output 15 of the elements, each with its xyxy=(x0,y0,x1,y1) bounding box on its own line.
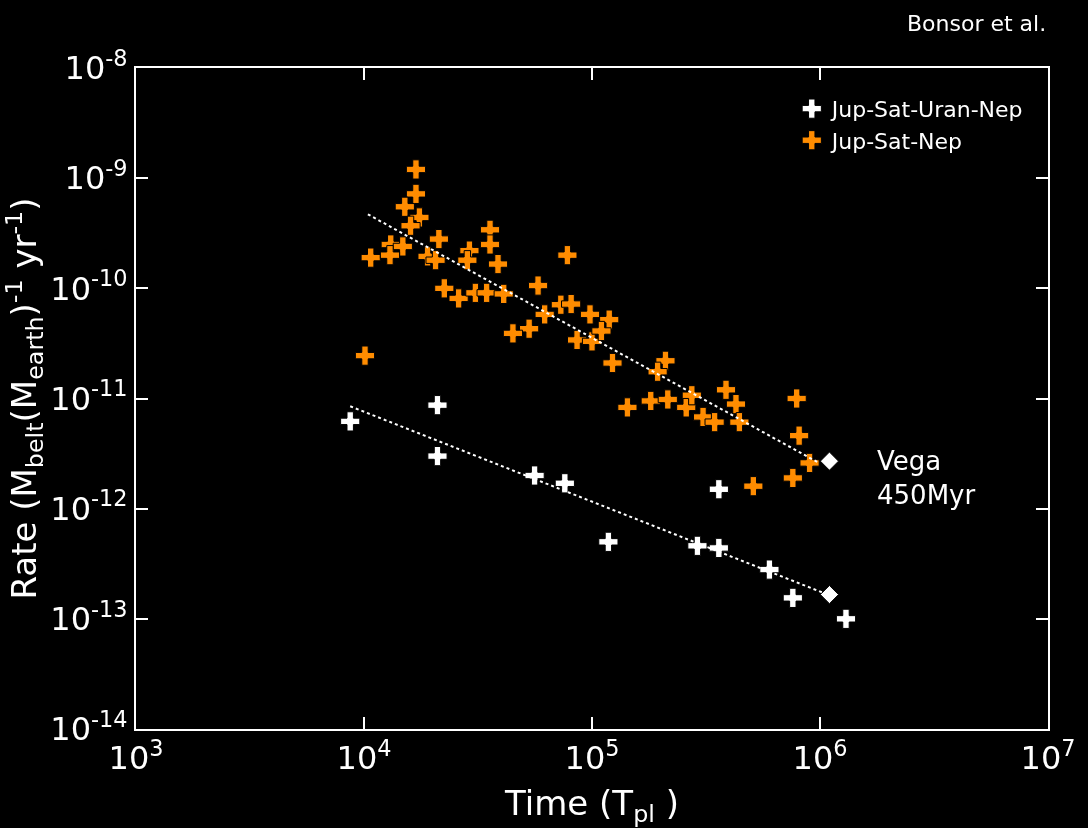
y-tick-label: 10$^{-10}$ xyxy=(50,265,128,308)
x-tick-label: 10$^{7}$ xyxy=(1020,734,1076,778)
x-tick-label: 10$^{6}$ xyxy=(792,734,848,778)
y-tick-label: 10$^{-9}$ xyxy=(64,154,128,198)
y-tick-label: 10$^{-11}$ xyxy=(50,375,128,418)
legend-label: Jup-Sat-Nep xyxy=(829,128,963,154)
x-axis-title: Time (T$_{pl}$ ) xyxy=(504,782,679,828)
text: Bonsor et al. xyxy=(907,11,1047,36)
y-tick-label: 10$^{-8}$ xyxy=(64,44,128,88)
y-tick-label: 10$^{-12}$ xyxy=(50,485,128,528)
annotation: Vega 450Myr xyxy=(877,446,976,510)
y-tick-label: 10$^{-13}$ xyxy=(50,595,128,639)
legend-label: Jup-Sat-Uran-Nep xyxy=(829,97,1023,123)
x-tick-label: 10$^{4}$ xyxy=(336,734,392,778)
x-tick-label: 10$^{5}$ xyxy=(564,734,620,778)
